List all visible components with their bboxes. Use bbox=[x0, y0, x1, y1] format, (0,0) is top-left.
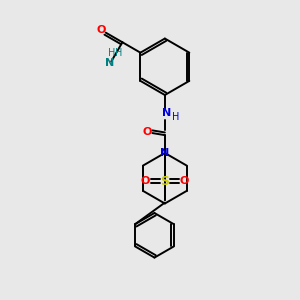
Text: H: H bbox=[108, 48, 115, 58]
Text: N: N bbox=[162, 108, 171, 118]
Text: N: N bbox=[105, 58, 114, 68]
Text: O: O bbox=[179, 176, 189, 186]
Text: H: H bbox=[172, 112, 179, 122]
Text: O: O bbox=[97, 25, 106, 35]
Text: H: H bbox=[115, 48, 122, 58]
Text: O: O bbox=[141, 176, 150, 186]
Text: O: O bbox=[142, 127, 152, 136]
Text: S: S bbox=[160, 175, 169, 188]
Text: N: N bbox=[160, 148, 170, 158]
